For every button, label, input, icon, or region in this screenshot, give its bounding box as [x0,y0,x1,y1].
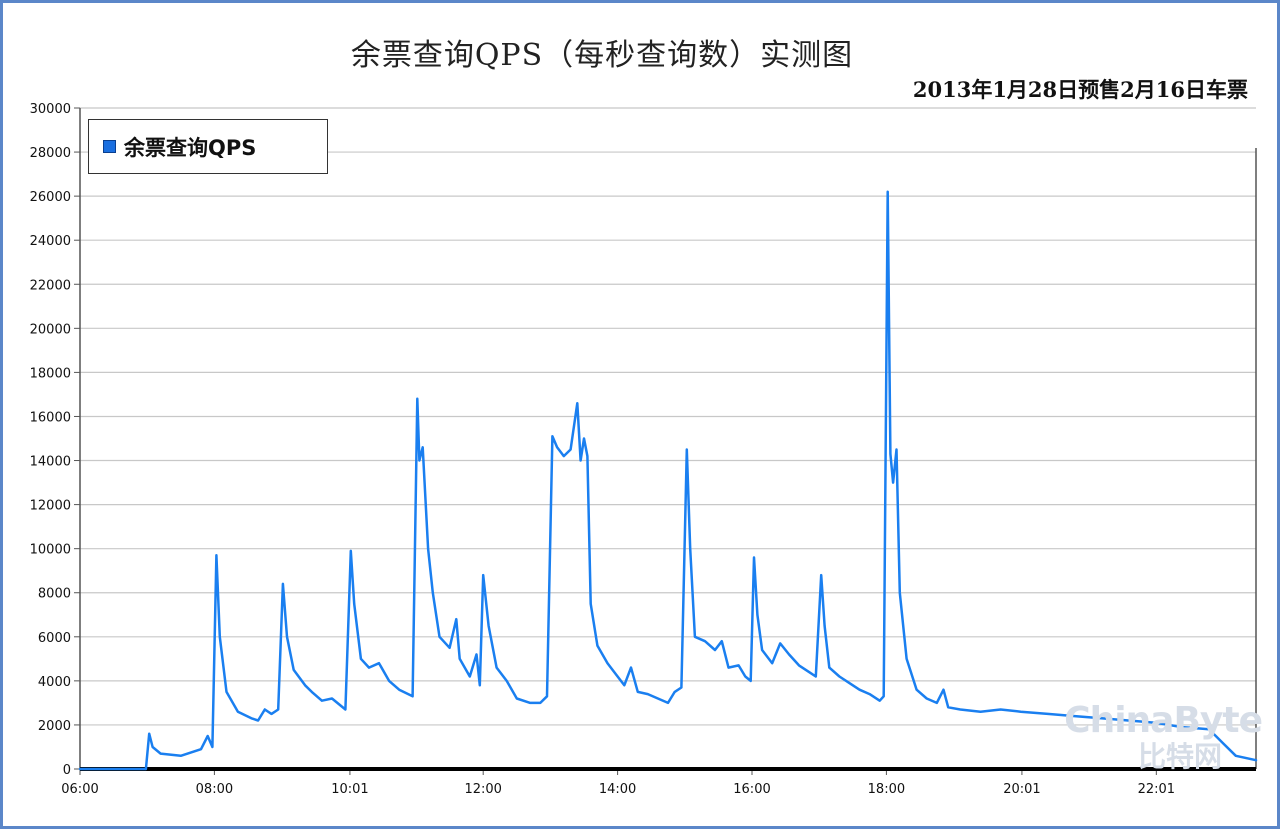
y-tick-label: 10000 [30,543,71,558]
y-tick-label: 16000 [30,410,71,425]
x-tick-label: 10:01 [331,782,368,797]
y-tick-label: 18000 [30,366,71,381]
y-tick-label: 6000 [38,631,71,646]
y-tick-label: 28000 [30,146,71,161]
chart-legend: 余票查询QPS [88,119,328,174]
legend-label: 余票查询QPS [124,135,257,160]
watermark-brand-en: ChinaByte [1064,700,1263,741]
series-line-qps [78,190,1258,771]
y-tick-label: 22000 [30,278,71,293]
y-tick-label: 26000 [30,190,71,205]
x-tick-label: 18:00 [868,782,905,797]
x-tick-label: 16:00 [733,782,770,797]
y-tick-label: 24000 [30,234,71,249]
x-tick-label: 14:00 [599,782,636,797]
x-tick-label: 22:01 [1138,782,1175,797]
chart-subtitle: 2013年1月28日预售2月16日车票 [912,77,1248,102]
x-tick-label: 20:01 [1003,782,1040,797]
y-tick-label: 2000 [38,719,71,734]
legend-swatch [103,140,116,153]
y-tick-label: 8000 [38,587,71,602]
y-tick-label: 4000 [38,675,71,690]
y-tick-label: 20000 [30,322,71,337]
y-tick-label: 14000 [30,455,71,470]
y-tick-label: 0 [63,763,71,778]
chart-title: 余票查询QPS（每秒查询数）实测图 [350,38,854,73]
x-tick-label: 06:00 [61,782,98,797]
chinabyte-watermark: ChinaByte 比特网 [1064,700,1263,775]
x-tick-label: 12:00 [464,782,501,797]
plot-area [80,108,1256,769]
y-tick-label: 30000 [30,102,71,117]
watermark-brand-cn: 比特网 [1137,740,1222,773]
y-tick-label: 12000 [30,499,71,514]
x-tick-label: 08:00 [196,782,233,797]
